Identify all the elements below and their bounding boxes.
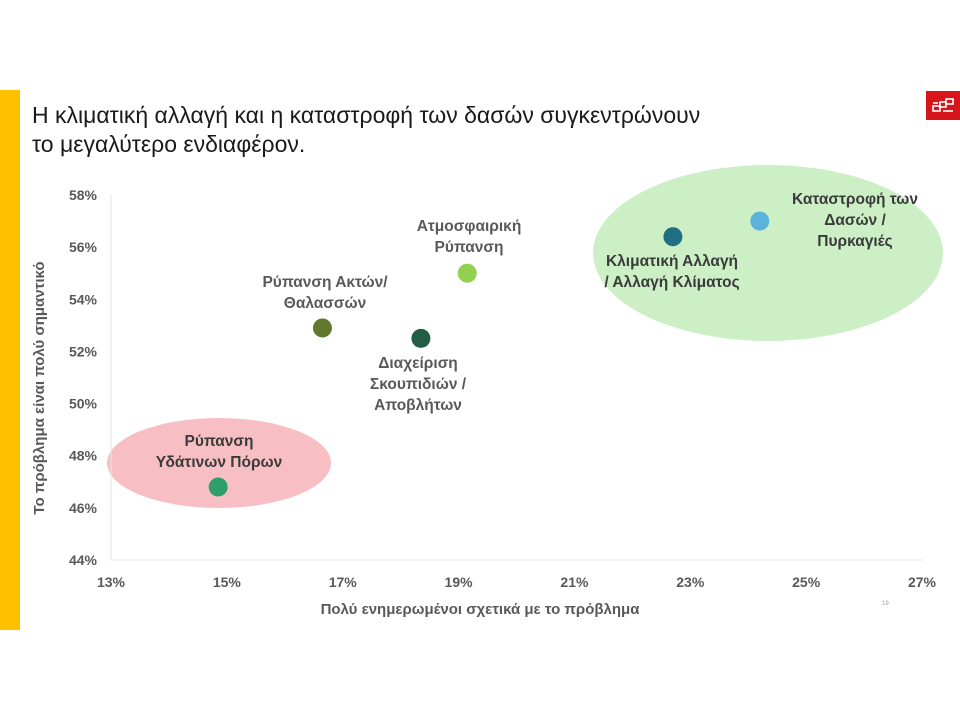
scatter-point [663, 227, 683, 247]
point-label: Διαχείριση Σκουπιδιών / Αποβλήτων [370, 355, 467, 414]
scatter-point [208, 477, 228, 497]
accent-bar [0, 90, 20, 630]
highlight-ellipse-top-right [593, 165, 943, 341]
point-label-line: Κλιματική Αλλαγή [606, 253, 738, 270]
x-tick-label: 21% [560, 574, 589, 590]
point-label-line: Θαλασσών [284, 295, 366, 312]
point-label-line: / Αλλαγή Κλίματος [604, 274, 739, 291]
point-label-line: Ατμοσφαιρική [417, 218, 522, 235]
highlight-ellipse-bottom-left [107, 418, 331, 508]
x-axis-title: Πολύ ενημερωμένοι σχετικά με το πρόβλημα [321, 601, 641, 618]
y-axis-title: Το πρόβλημα είναι πολύ σημαντικό [31, 261, 48, 514]
point-label: Ρύπανση Ακτών/Θαλασσών [262, 274, 388, 312]
x-tick-label: 25% [792, 574, 821, 590]
brand-logo-icon [926, 91, 960, 120]
point-label-line: Διαχείριση [378, 355, 458, 372]
x-tick-label: 19% [445, 574, 474, 590]
point-label: Ατμοσφαιρική Ρύπανση [417, 218, 522, 256]
scatter-point [457, 263, 477, 283]
point-label-line: Υδάτινων Πόρων [156, 454, 283, 471]
point-label: Ρύπανση Υδάτινων Πόρων [156, 433, 283, 471]
point-label-line: Δασών / [824, 212, 886, 229]
scatter-point [750, 211, 770, 231]
point-label-line: Ρύπανση [434, 239, 503, 256]
point-label-line: Αποβλήτων [374, 397, 462, 414]
y-tick-label: 52% [69, 343, 98, 359]
point-label-line: Καταστροφή των [792, 191, 918, 208]
y-tick-label: 50% [69, 396, 98, 412]
x-tick-label: 13% [97, 574, 126, 590]
x-tick-label: 15% [213, 574, 242, 590]
y-tick-label: 48% [69, 448, 98, 464]
y-tick-label: 58% [69, 187, 98, 203]
x-tick-label: 27% [908, 574, 937, 590]
slide-title-line-2: το μεγαλύτερο ενδιαφέρον. [32, 131, 306, 157]
y-tick-label: 54% [69, 291, 98, 307]
y-tick-label: 56% [69, 239, 98, 255]
page-number: 19 [882, 601, 889, 607]
slide-title-line-1: Η κλιματική αλλαγή και η καταστροφή των … [32, 102, 701, 128]
y-tick-label: 44% [69, 552, 98, 568]
y-tick-label: 46% [69, 500, 98, 516]
x-tick-label: 23% [676, 574, 705, 590]
scatter-point [411, 328, 431, 348]
x-tick-label: 17% [329, 574, 358, 590]
brand-logo-icon-svg [932, 98, 954, 112]
point-label-line: Πυρκαγιές [817, 233, 892, 250]
point-label-line: Σκουπιδιών / [370, 376, 467, 393]
point-label: Καταστροφή των Δασών / Πυρκαγιές [792, 191, 918, 250]
point-label-line: Ρύπανση Ακτών/ [262, 274, 388, 291]
scatter-point [312, 318, 332, 338]
slide-title: Η κλιματική αλλαγή και η καταστροφή των … [32, 101, 852, 159]
point-label: Κλιματική Αλλαγή / Αλλαγή Κλίματος [604, 253, 739, 291]
point-label-line: Ρύπανση [184, 433, 253, 450]
